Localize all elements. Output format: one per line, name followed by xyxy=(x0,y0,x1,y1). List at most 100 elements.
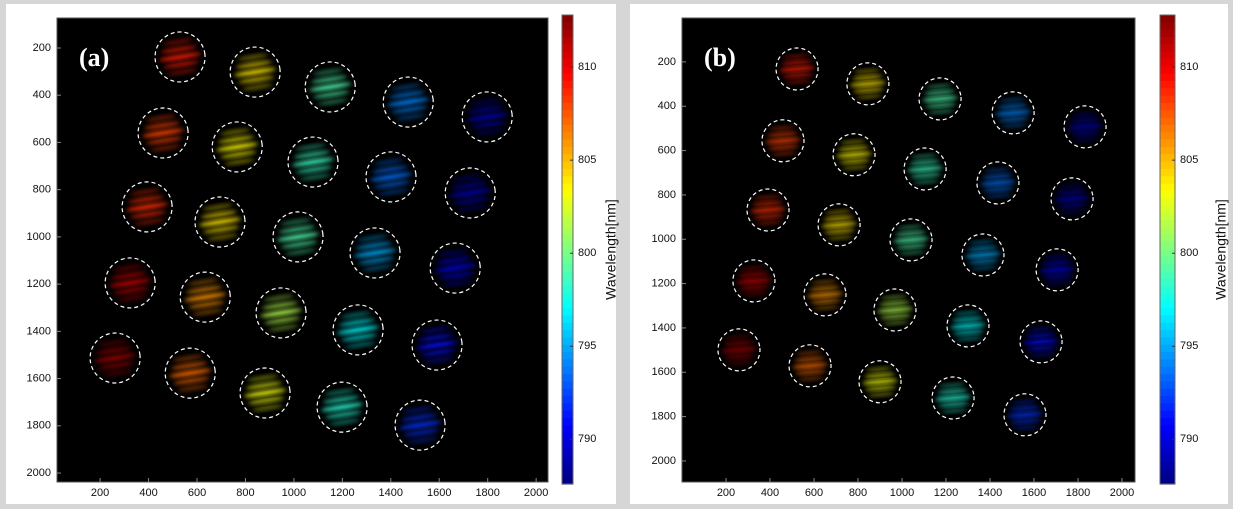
colorbar-cell xyxy=(1160,162,1175,170)
y-tick-label: 1400 xyxy=(652,322,676,334)
colorbar-cell xyxy=(1160,125,1175,133)
colorbar-cell xyxy=(1160,147,1175,155)
colorbar-cell xyxy=(562,462,573,470)
x-tick-label: 1000 xyxy=(890,487,914,499)
colorbar-cell xyxy=(562,103,573,111)
colorbar-cell xyxy=(1160,242,1175,250)
colorbar-cell xyxy=(562,337,573,345)
y-tick-label: 1200 xyxy=(652,277,676,289)
colorbar-cell xyxy=(562,418,573,426)
colorbar-cell xyxy=(562,184,573,192)
x-tick-label: 1800 xyxy=(475,487,499,499)
y-tick-label: 400 xyxy=(658,100,676,112)
x-tick-label: 2000 xyxy=(1110,487,1134,499)
y-tick-label: 1800 xyxy=(27,420,51,432)
colorbar-cell xyxy=(1160,286,1175,294)
colorbar-cell xyxy=(562,257,573,265)
colorbar-cell xyxy=(562,213,573,221)
y-tick-label: 200 xyxy=(33,42,51,54)
figure: 2004006008001000120014001600180020002004… xyxy=(0,0,1233,509)
colorbar-cell xyxy=(562,440,573,448)
colorbar-cell xyxy=(1160,132,1175,140)
colorbar-cell xyxy=(562,118,573,126)
colorbar-cell xyxy=(562,206,573,214)
colorbar-cell xyxy=(1160,411,1175,419)
colorbar-cell xyxy=(562,81,573,89)
colorbar-cell xyxy=(562,15,573,23)
colorbar-cell xyxy=(562,37,573,45)
colorbar-cell xyxy=(562,110,573,118)
colorbar-cell xyxy=(1160,88,1175,96)
colorbar-cell xyxy=(1160,257,1175,265)
colorbar-cell xyxy=(1160,110,1175,118)
colorbar-cell xyxy=(1160,264,1175,272)
y-tick-label: 1800 xyxy=(652,411,676,423)
colorbar-cell xyxy=(562,323,573,331)
colorbar-cell xyxy=(1160,462,1175,470)
colorbar-cell xyxy=(562,447,573,455)
colorbar-cell xyxy=(1160,359,1175,367)
colorbar-cell xyxy=(562,411,573,419)
colorbar-tick-label: 805 xyxy=(578,154,596,166)
colorbar-cell xyxy=(562,293,573,301)
colorbar-cell xyxy=(1160,37,1175,45)
colorbar-cell xyxy=(1160,74,1175,82)
x-tick-label: 1600 xyxy=(427,487,451,499)
colorbar-cell xyxy=(1160,44,1175,52)
colorbar-cell xyxy=(1160,191,1175,199)
colorbar-cell xyxy=(1160,140,1175,148)
x-tick-label: 1400 xyxy=(379,487,403,499)
colorbar-cell xyxy=(1160,59,1175,67)
colorbar-cell xyxy=(562,389,573,397)
y-tick-label: 1000 xyxy=(652,233,676,245)
colorbar-tick-label: 795 xyxy=(1180,340,1198,352)
y-tick-label: 2000 xyxy=(652,455,676,467)
axes-area xyxy=(682,18,1135,482)
colorbar-cell xyxy=(1160,315,1175,323)
colorbar-cell xyxy=(562,96,573,104)
colorbar-cell xyxy=(562,44,573,52)
y-tick-label: 600 xyxy=(658,144,676,156)
x-tick-label: 1800 xyxy=(1066,487,1090,499)
colorbar-cell xyxy=(1160,455,1175,463)
colorbar-cell xyxy=(1160,213,1175,221)
colorbar-tick-label: 790 xyxy=(1180,433,1198,445)
x-tick-label: 1000 xyxy=(282,487,306,499)
colorbar-tick-label: 810 xyxy=(578,61,596,73)
y-tick-label: 1400 xyxy=(27,325,51,337)
y-tick-label: 800 xyxy=(33,184,51,196)
colorbar-cell xyxy=(562,169,573,177)
colorbar-cell xyxy=(562,242,573,250)
colorbar-cell xyxy=(562,125,573,133)
colorbar-cell xyxy=(562,374,573,382)
y-tick-label: 1600 xyxy=(652,366,676,378)
colorbar-cell xyxy=(1160,330,1175,338)
colorbar-cell xyxy=(562,425,573,433)
colorbar-tick-label: 800 xyxy=(1180,247,1198,259)
colorbar-cell xyxy=(562,359,573,367)
colorbar-cell xyxy=(562,30,573,38)
colorbar-cell xyxy=(1160,367,1175,375)
colorbar-cell xyxy=(1160,389,1175,397)
colorbar-cell xyxy=(562,286,573,294)
colorbar-cell xyxy=(562,455,573,463)
colorbar-cell xyxy=(562,147,573,155)
colorbar-cell xyxy=(1160,96,1175,104)
colorbar-cell xyxy=(1160,477,1175,485)
colorbar-cell xyxy=(562,469,573,477)
x-tick-label: 800 xyxy=(236,487,254,499)
x-tick-label: 600 xyxy=(805,487,823,499)
y-tick-label: 400 xyxy=(33,89,51,101)
x-tick-label: 1200 xyxy=(934,487,958,499)
colorbar-cell xyxy=(562,198,573,206)
colorbar-cell xyxy=(1160,81,1175,89)
colorbar-cell xyxy=(1160,52,1175,60)
colorbar-cell xyxy=(562,396,573,404)
colorbar-cell xyxy=(1160,271,1175,279)
colorbar-cell xyxy=(562,59,573,67)
colorbar-cell xyxy=(562,132,573,140)
x-tick-label: 400 xyxy=(761,487,779,499)
y-tick-label: 1000 xyxy=(27,231,51,243)
colorbar-label: Wavelength[nm] xyxy=(1213,199,1229,300)
x-tick-label: 400 xyxy=(139,487,157,499)
